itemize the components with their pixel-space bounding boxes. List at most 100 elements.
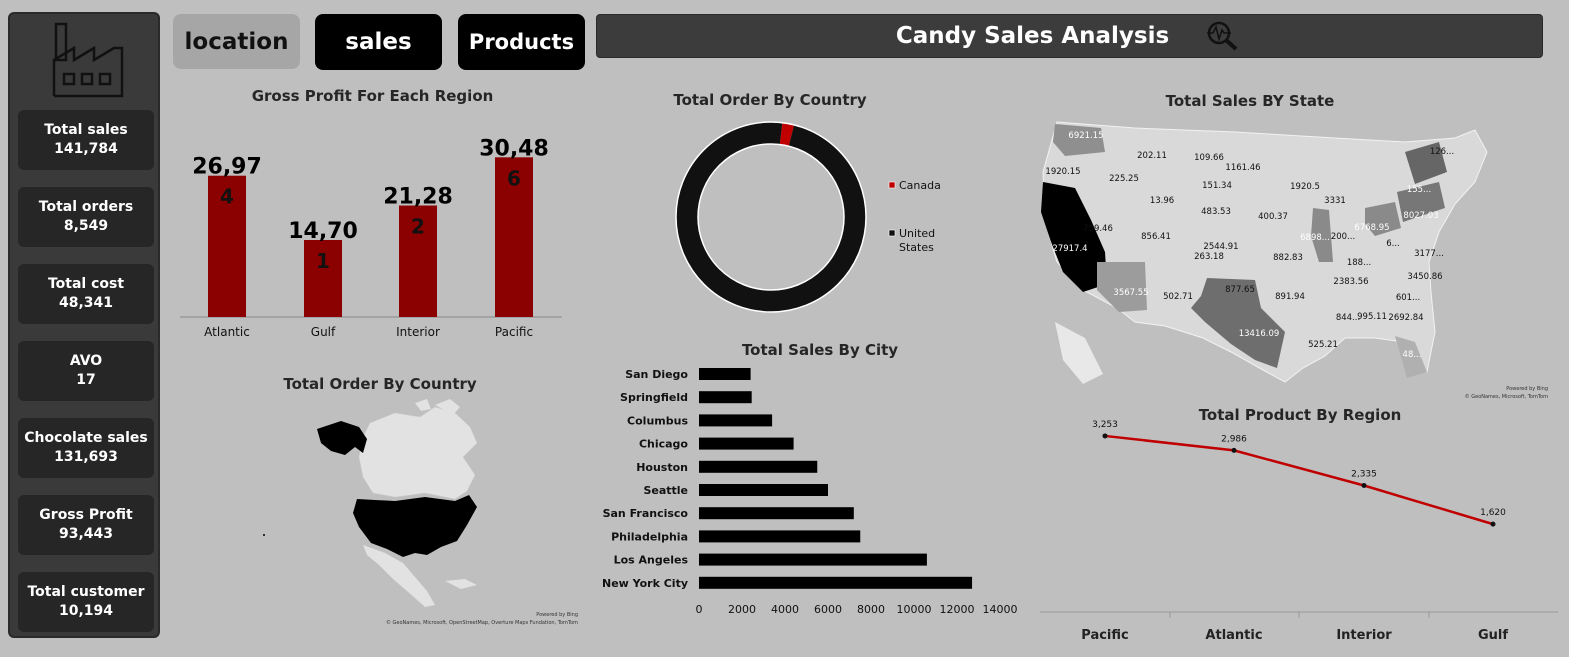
product-region-category-label: Interior xyxy=(1336,628,1392,643)
state-sales-label: 2544.91 xyxy=(1203,242,1238,252)
na-map-powered: Powered by Bing xyxy=(536,612,578,618)
state-sales-label: 1161.46 xyxy=(1225,163,1260,173)
state-sales-label: 856.41 xyxy=(1141,232,1171,242)
analysis-magnifier-icon xyxy=(1207,21,1238,51)
gross-profit-bar xyxy=(399,205,437,317)
state-sales-label: 3331 xyxy=(1324,196,1346,206)
product-region-category-label: Gulf xyxy=(1478,628,1508,643)
city-sales-bar xyxy=(699,553,927,566)
gross-profit-value-label: 14,70 xyxy=(288,219,358,244)
city-sales-chart: San Diego Springfield Columbus Chicago Houst… xyxy=(602,368,1018,616)
state-sales-label: 6... xyxy=(1386,239,1400,249)
florida-state xyxy=(1395,336,1427,378)
state-sales-label: 3177... xyxy=(1414,249,1444,259)
product-region-value-label: 3,253 xyxy=(1092,420,1118,430)
kpi-total-customer: Total customer 10,194 xyxy=(18,572,154,632)
kpi-label: Chocolate sales xyxy=(24,430,148,446)
gross-profit-category-label: Interior xyxy=(396,325,440,339)
gross-profit-value-label-line2: 6 xyxy=(507,166,521,190)
city-x-tick: 0 xyxy=(696,603,703,616)
gross-profit-bar xyxy=(304,239,342,317)
kpi-total-sales: Total sales 141,784 xyxy=(18,110,154,170)
kpi-gross-profit: Gross Profit 93,443 xyxy=(18,495,154,555)
city-label: San Francisco xyxy=(603,507,689,520)
state-sales-label: 13416.09 xyxy=(1239,329,1280,339)
united-states-region xyxy=(353,495,477,557)
product-region-category-label: Atlantic xyxy=(1205,628,1262,643)
state-sales-label: 3567.55 xyxy=(1113,288,1148,298)
city-label: Seattle xyxy=(643,484,688,497)
kpi-value: 141,784 xyxy=(54,141,118,157)
kpi-label: Total sales xyxy=(44,122,128,138)
product-region-value-label: 2,335 xyxy=(1351,470,1377,480)
city-x-tick: 4000 xyxy=(771,603,799,616)
north-america-map xyxy=(263,399,478,607)
kpi-total-orders: Total orders 8,549 xyxy=(18,187,154,247)
state-sales-label: 995.11 xyxy=(1357,312,1387,322)
washington-state xyxy=(1053,124,1105,156)
city-label: Houston xyxy=(636,461,688,474)
state-sales-label: 202.11 xyxy=(1137,151,1167,161)
state-sales-label: 263.18 xyxy=(1194,252,1224,262)
state-sales-label: 6921.15 xyxy=(1068,131,1103,141)
nav-products-label: Products xyxy=(468,30,575,54)
kpi-value: 8,549 xyxy=(63,218,109,234)
city-x-tick: 14000 xyxy=(983,603,1018,616)
page-title: Candy Sales Analysis xyxy=(895,23,1170,49)
product-region-value-label: 1,620 xyxy=(1480,508,1506,518)
gross-profit-value-label: 26,97 xyxy=(192,155,262,180)
product-region-point xyxy=(1490,521,1496,527)
gross-profit-value-label-line2: 4 xyxy=(220,185,234,209)
arizona-state xyxy=(1097,262,1147,312)
donut-slice-united-states xyxy=(676,122,866,312)
state-sales-label: 882.83 xyxy=(1273,253,1303,263)
state-sales-label: 1920.15 xyxy=(1045,167,1080,177)
product-region-point xyxy=(1102,433,1108,439)
city-label: New York City xyxy=(602,577,688,590)
state-sales-label: 2383.56 xyxy=(1333,277,1368,287)
donut-outer-ring xyxy=(675,121,867,313)
city-label: Chicago xyxy=(639,438,688,451)
state-sales-label: 6768.95 xyxy=(1354,223,1389,233)
product-region-point xyxy=(1361,483,1367,489)
legend-label-united-states-line2: States xyxy=(899,241,934,254)
city-sales-bar xyxy=(699,530,861,543)
city-sales-bar xyxy=(699,507,854,520)
gross-profit-category-label: Atlantic xyxy=(204,325,250,339)
nav-sales-button[interactable]: sales xyxy=(315,14,442,70)
gross-profit-value-label: 30,48 xyxy=(479,136,549,161)
state-sales-label: 483.53 xyxy=(1201,207,1231,217)
product-region-line xyxy=(1104,434,1494,526)
state-sales-label: 188... xyxy=(1347,258,1371,268)
gross-profit-title: Gross Profit For Each Region xyxy=(251,87,494,105)
state-sales-label: 6898... xyxy=(1300,233,1330,243)
city-label: Columbus xyxy=(627,414,688,427)
city-x-tick: 6000 xyxy=(814,603,842,616)
donut-inner-ring xyxy=(697,143,845,291)
kpi-value: 131,693 xyxy=(54,449,118,465)
donut-slice-canada xyxy=(779,122,795,147)
legend-swatch-canada xyxy=(888,181,896,189)
kpi-value: 93,443 xyxy=(58,526,114,542)
ohio-pa-region xyxy=(1365,202,1401,236)
state-sales-label: 525.21 xyxy=(1308,340,1338,350)
nav-products-button[interactable]: Products xyxy=(458,14,585,70)
nav-location-button[interactable]: location xyxy=(173,14,300,69)
state-sales-label: 400.37 xyxy=(1258,212,1288,222)
state-sales-label: 126... xyxy=(1430,147,1454,157)
gross-profit-chart: 26,97 4 Atlantic 14,70 1 Gulf 21,28 2 Interior 30… xyxy=(180,136,562,339)
product-region-chart: 3,253 2,986 2,335 1,620 Pacific Atlantic Inter… xyxy=(1040,420,1558,643)
state-sales-label: 844... xyxy=(1336,313,1360,323)
city-sales-title: Total Sales By City xyxy=(741,341,899,359)
kpi-label: AVO xyxy=(69,353,103,369)
order-country-donut-title: Total Order By Country xyxy=(673,91,867,109)
nav-sales-label: sales xyxy=(345,29,412,55)
gross-profit-category-label: Pacific xyxy=(495,325,533,339)
caribbean-region xyxy=(445,579,477,589)
order-country-map-title: Total Order By Country xyxy=(283,375,477,393)
gross-profit-value-label-line2: 1 xyxy=(316,249,330,273)
alaska-state xyxy=(1055,322,1103,384)
state-sales-label: 3450.86 xyxy=(1407,272,1442,282)
nav-location-label: location xyxy=(184,28,289,55)
state-sales-label: 1920.5 xyxy=(1290,182,1320,192)
